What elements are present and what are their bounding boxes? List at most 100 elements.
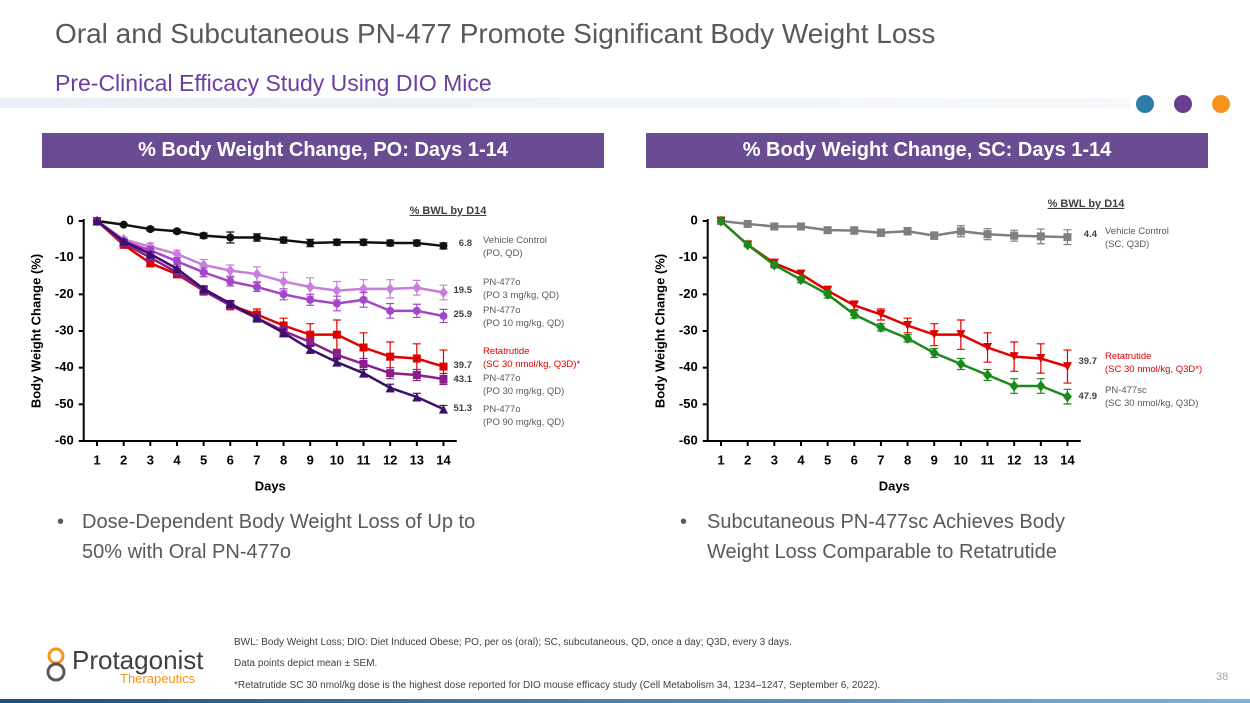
x-tick-label: 12 <box>383 452 397 467</box>
marker <box>796 274 806 286</box>
marker <box>1009 352 1019 362</box>
x-tick-label: 3 <box>771 452 778 467</box>
marker <box>306 338 315 346</box>
marker <box>929 330 939 340</box>
marker <box>386 306 395 315</box>
y-axis-label: Body Weight Change (%) <box>28 254 43 408</box>
marker <box>930 231 939 240</box>
marker <box>743 239 753 251</box>
x-tick-label: 14 <box>436 452 451 467</box>
marker <box>1010 231 1019 240</box>
x-tick-label: 4 <box>173 452 181 467</box>
marker <box>332 238 341 247</box>
marker <box>146 225 155 234</box>
slide-subtitle: Pre-Clinical Efficacy Study Using DIO Mi… <box>55 70 492 96</box>
legend-label: PN-477o (PO 10 mg/kg, QD) <box>483 305 565 329</box>
bullet-dot: • <box>680 511 688 533</box>
marker <box>439 311 448 320</box>
bullet: Dose-Dependent Body Weight Loss of Up to… <box>82 511 476 563</box>
x-tick-label: 1 <box>717 452 724 467</box>
y-axis-label: Body Weight Change (%) <box>652 254 667 408</box>
marker <box>983 369 993 381</box>
x-tick-label: 9 <box>931 452 938 467</box>
x-tick-label: 8 <box>280 452 287 467</box>
page-number: 38 <box>1216 671 1229 683</box>
x-tick-label: 14 <box>1060 452 1075 467</box>
bwl-label: 47.9 <box>1078 391 1098 402</box>
x-tick-label: 1 <box>93 452 100 467</box>
legend-label: Retatrutide (SC 30 nmol/kg, Q3D*) <box>1105 351 1203 375</box>
marker <box>1062 391 1072 403</box>
marker <box>929 347 939 359</box>
marker <box>412 371 421 379</box>
bwl-label: 6.8 <box>458 238 472 249</box>
marker <box>145 249 155 259</box>
marker <box>1009 380 1019 392</box>
marker <box>1036 232 1045 241</box>
marker <box>770 222 779 231</box>
bwl-label: 43.1 <box>453 374 473 385</box>
marker <box>1062 362 1072 372</box>
marker <box>332 299 341 308</box>
slide-title: Oral and Subcutaneous PN-477 Promote Sig… <box>55 18 936 49</box>
marker <box>412 354 421 363</box>
marker <box>279 290 288 299</box>
footer-band <box>0 699 1250 703</box>
x-tick-label: 10 <box>954 452 968 467</box>
y-tick-label: -10 <box>55 249 74 264</box>
y-tick-label: 0 <box>690 212 697 227</box>
marker <box>226 277 235 286</box>
x-tick-label: 11 <box>981 452 995 467</box>
bwl-label: 39.7 <box>1078 356 1098 367</box>
marker <box>386 239 395 247</box>
marker <box>172 227 181 236</box>
marker <box>439 375 448 384</box>
marker <box>119 220 128 229</box>
marker <box>306 330 315 339</box>
marker <box>252 313 262 323</box>
legend-label: PN-477o (PO 30 mg/kg, QD) <box>483 373 565 397</box>
bwl-label: 19.5 <box>453 285 473 296</box>
marker <box>146 259 155 268</box>
x-tick-label: 13 <box>410 452 424 467</box>
marker <box>172 248 182 260</box>
marker <box>279 321 288 330</box>
bwl-label: 4.4 <box>1083 229 1097 240</box>
marker <box>412 239 421 247</box>
marker <box>850 226 859 235</box>
marker <box>386 369 395 378</box>
marker <box>225 299 235 308</box>
marker <box>279 236 288 245</box>
dot <box>1174 95 1192 113</box>
series-line <box>96 220 444 411</box>
marker <box>983 230 992 239</box>
y-tick-label: -60 <box>55 432 74 447</box>
marker <box>172 264 182 274</box>
y-tick-label: -60 <box>679 432 698 447</box>
dot <box>1212 95 1230 113</box>
y-tick-label: -30 <box>679 322 698 337</box>
marker <box>438 404 448 414</box>
y-tick-label: -20 <box>679 286 698 301</box>
marker <box>385 283 395 295</box>
footnote: BWL: Body Weight Loss; DIO: Diet Induced… <box>234 637 792 648</box>
dot <box>1136 95 1154 113</box>
x-tick-label: 6 <box>851 452 858 467</box>
x-tick-label: 13 <box>1034 452 1048 467</box>
marker <box>876 321 886 333</box>
legend-label: PN-477o (PO 90 mg/kg, QD) <box>483 404 565 428</box>
bullet-dot: • <box>57 511 65 533</box>
x-tick-label: 5 <box>824 452 831 467</box>
marker <box>386 352 395 361</box>
marker <box>876 310 886 319</box>
marker <box>252 283 261 291</box>
marker <box>199 284 209 294</box>
marker <box>199 268 208 277</box>
y-tick-label: -30 <box>55 322 74 337</box>
y-tick-label: -10 <box>679 249 698 264</box>
marker <box>1036 380 1046 392</box>
marker <box>903 321 913 330</box>
y-tick-label: -50 <box>679 396 698 411</box>
bwl-label: 39.7 <box>453 360 473 371</box>
